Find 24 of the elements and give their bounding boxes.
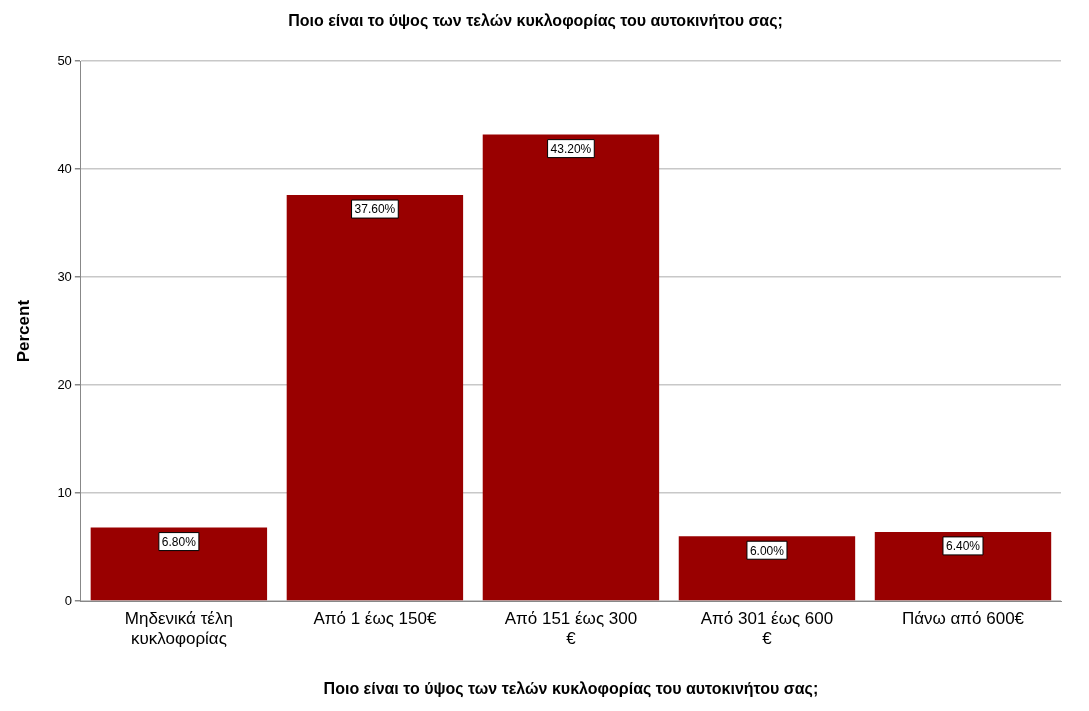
bar [286, 195, 464, 601]
x-tick-label: Από 301 έως 600 € [700, 608, 834, 649]
data-label: 43.20% [550, 141, 592, 156]
bar [678, 536, 856, 601]
x-axis-title: Ποιο είναι το ύψος των τελών κυκλοφορίας του αυτοκινήτου σας; [323, 679, 819, 698]
y-axis-title: Percent [13, 299, 33, 363]
x-tick-label: Πάνω από 600€ [901, 608, 1025, 628]
bar [874, 531, 1052, 601]
y-tick-label: 10 [57, 484, 72, 500]
data-label: 6.80% [161, 534, 197, 549]
y-tick-label: 30 [57, 268, 72, 284]
y-tick-label: 20 [57, 376, 72, 392]
y-tick-label: 0 [64, 592, 72, 608]
y-tick-label: 50 [57, 52, 72, 68]
x-tick-label: Μηδενικά τέλη κυκλοφορίας [124, 608, 233, 649]
y-tick-label: 40 [57, 160, 72, 176]
x-tick-label: Από 151 έως 300 € [504, 608, 638, 649]
chart-title: Ποιο είναι το ύψος των τελών κυκλοφορίας του αυτοκινήτου σας; [288, 12, 783, 31]
data-label: 6.40% [945, 539, 981, 554]
data-label: 37.60% [354, 202, 396, 217]
x-tick-label: Από 1 έως 150€ [313, 608, 437, 628]
bar [90, 527, 268, 601]
bar [482, 134, 660, 601]
data-label: 6.00% [749, 543, 785, 558]
